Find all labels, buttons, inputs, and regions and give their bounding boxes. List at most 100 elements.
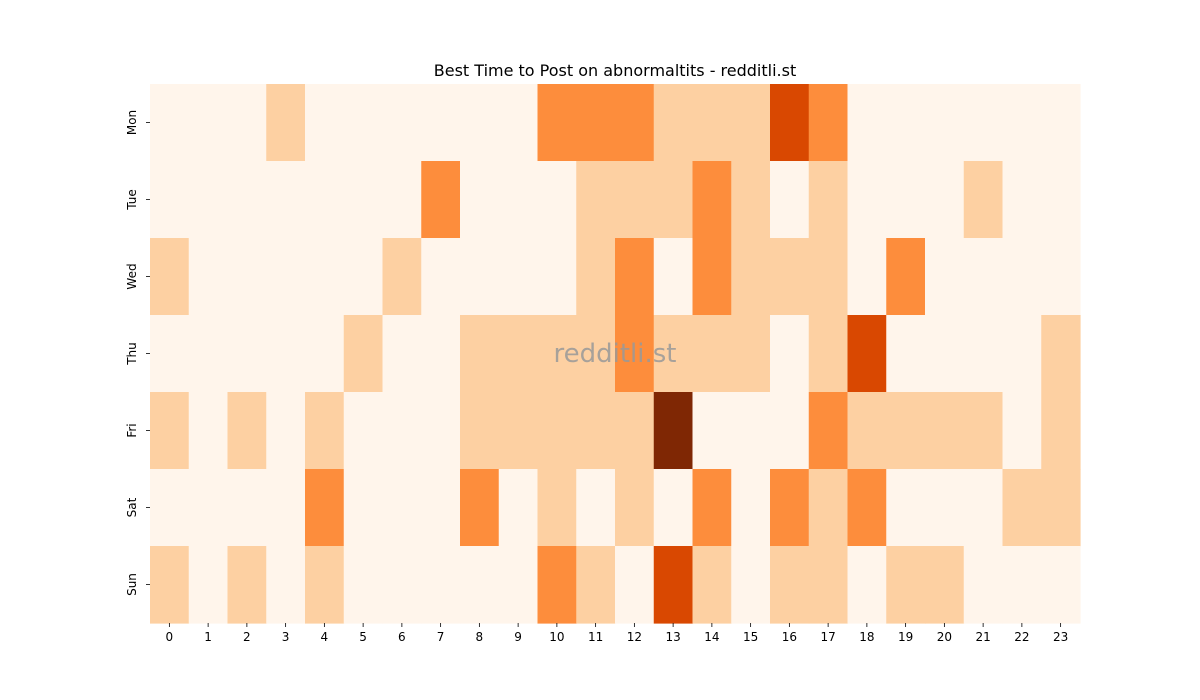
heatmap-cell-fri-22 (1002, 392, 1042, 470)
heatmap-cell-tue-8 (460, 161, 500, 239)
heatmap-cell-tue-0 (150, 161, 190, 239)
heatmap-cell-tue-3 (266, 161, 306, 239)
heatmap-cell-thu-10 (537, 315, 577, 393)
heatmap-cell-sun-5 (343, 546, 384, 624)
heatmap-cell-sat-8 (460, 469, 500, 547)
heatmap-cell-sun-20 (925, 546, 965, 624)
heatmap-cell-sun-18 (847, 546, 887, 624)
heatmap-cell-sun-8 (460, 546, 500, 624)
heatmap-cell-fri-14 (692, 392, 732, 470)
heatmap-cell-tue-9 (498, 161, 539, 239)
heatmap-cell-sat-20 (925, 469, 965, 547)
heatmap-cell-sun-1 (188, 546, 229, 624)
heatmap-cell-sat-2 (227, 469, 267, 547)
heatmap-cell-tue-18 (847, 161, 887, 239)
heatmap-cell-fri-15 (731, 392, 771, 470)
x-tick-label: 23 (1053, 630, 1068, 644)
heatmap-cell-sun-2 (227, 546, 267, 624)
x-tick-label: 16 (782, 630, 797, 644)
heatmap-cell-fri-11 (576, 392, 616, 470)
heatmap-cell-thu-21 (963, 315, 1004, 393)
x-tick-label: 4 (321, 630, 329, 644)
heatmap-cell-wed-22 (1002, 238, 1042, 316)
heatmap-cell-tue-13 (653, 161, 694, 239)
heatmap-cell-tue-2 (227, 161, 267, 239)
heatmap-cell-thu-17 (808, 315, 849, 393)
heatmap-cell-fri-0 (150, 392, 190, 470)
heatmap-cell-thu-22 (1002, 315, 1042, 393)
x-tick-label: 20 (937, 630, 952, 644)
heatmap-cell-mon-21 (963, 84, 1004, 162)
heatmap-cell-mon-10 (537, 84, 577, 162)
heatmap-cell-tue-21 (963, 161, 1004, 239)
x-tick-label: 6 (398, 630, 406, 644)
heatmap-cell-sat-16 (770, 469, 810, 547)
heatmap-cell-sun-19 (886, 546, 926, 624)
heatmap-cell-wed-3 (266, 238, 306, 316)
heatmap-cell-sat-18 (847, 469, 887, 547)
x-tick-label: 9 (514, 630, 522, 644)
heatmap-cell-thu-18 (847, 315, 887, 393)
heatmap-cell-sat-14 (692, 469, 732, 547)
y-tick-label: Thu (125, 342, 139, 366)
heatmap-cell-fri-20 (925, 392, 965, 470)
heatmap-cell-fri-2 (227, 392, 267, 470)
heatmap-cell-mon-17 (808, 84, 849, 162)
heatmap-cell-fri-6 (382, 392, 422, 470)
heatmap-cell-sat-12 (615, 469, 655, 547)
heatmap-cell-fri-21 (963, 392, 1004, 470)
heatmap-cell-mon-13 (653, 84, 694, 162)
heatmap-cell-sat-6 (382, 469, 422, 547)
heatmap-cell-wed-18 (847, 238, 887, 316)
heatmap-cell-tue-20 (925, 161, 965, 239)
x-tick-label: 1 (204, 630, 212, 644)
x-tick-label: 7 (437, 630, 445, 644)
heatmap-cell-sun-13 (653, 546, 694, 624)
heatmap-cell-tue-10 (537, 161, 577, 239)
heatmap-cell-mon-8 (460, 84, 500, 162)
heatmap-cell-fri-3 (266, 392, 306, 470)
heatmap-cell-mon-18 (847, 84, 887, 162)
y-tick-label: Mon (125, 110, 139, 135)
x-tick-label: 21 (975, 630, 990, 644)
heatmap-cell-mon-2 (227, 84, 267, 162)
heatmap-cell-tue-19 (886, 161, 926, 239)
heatmap-cell-thu-9 (498, 315, 539, 393)
heatmap-cell-sat-5 (343, 469, 384, 547)
heatmap-cell-tue-22 (1002, 161, 1042, 239)
heatmap-cell-thu-8 (460, 315, 500, 393)
heatmap-cell-tue-7 (421, 161, 461, 239)
heatmap-cell-tue-16 (770, 161, 810, 239)
heatmap-cell-fri-19 (886, 392, 926, 470)
heatmap-cell-thu-13 (653, 315, 694, 393)
heatmap-cell-mon-4 (305, 84, 345, 162)
x-tick-label: 10 (549, 630, 564, 644)
y-tick-label: Sun (125, 573, 139, 596)
x-tick-label: 18 (859, 630, 874, 644)
y-tick-label: Sat (125, 497, 139, 517)
watermark: redditli.st (554, 339, 677, 369)
heatmap-cell-thu-20 (925, 315, 965, 393)
x-tick-label: 12 (627, 630, 642, 644)
heatmap-cell-thu-0 (150, 315, 190, 393)
heatmap-cell-mon-15 (731, 84, 771, 162)
heatmap-cell-mon-23 (1041, 84, 1081, 162)
heatmap-cell-tue-12 (615, 161, 655, 239)
heatmap-cell-thu-19 (886, 315, 926, 393)
heatmap-cell-sun-11 (576, 546, 616, 624)
heatmap-cell-fri-8 (460, 392, 500, 470)
heatmap-cell-wed-0 (150, 238, 190, 316)
heatmap-cell-wed-17 (808, 238, 849, 316)
heatmap-cell-thu-5 (343, 315, 384, 393)
x-tick-label: 14 (704, 630, 719, 644)
x-tick-label: 5 (359, 630, 367, 644)
heatmap-cell-tue-15 (731, 161, 771, 239)
x-tick-label: 2 (243, 630, 251, 644)
heatmap-cell-mon-14 (692, 84, 732, 162)
heatmap-cell-fri-10 (537, 392, 577, 470)
heatmap-cell-sun-0 (150, 546, 190, 624)
heatmap-cell-sun-4 (305, 546, 345, 624)
heatmap-cell-fri-16 (770, 392, 810, 470)
heatmap-cell-thu-1 (188, 315, 229, 393)
